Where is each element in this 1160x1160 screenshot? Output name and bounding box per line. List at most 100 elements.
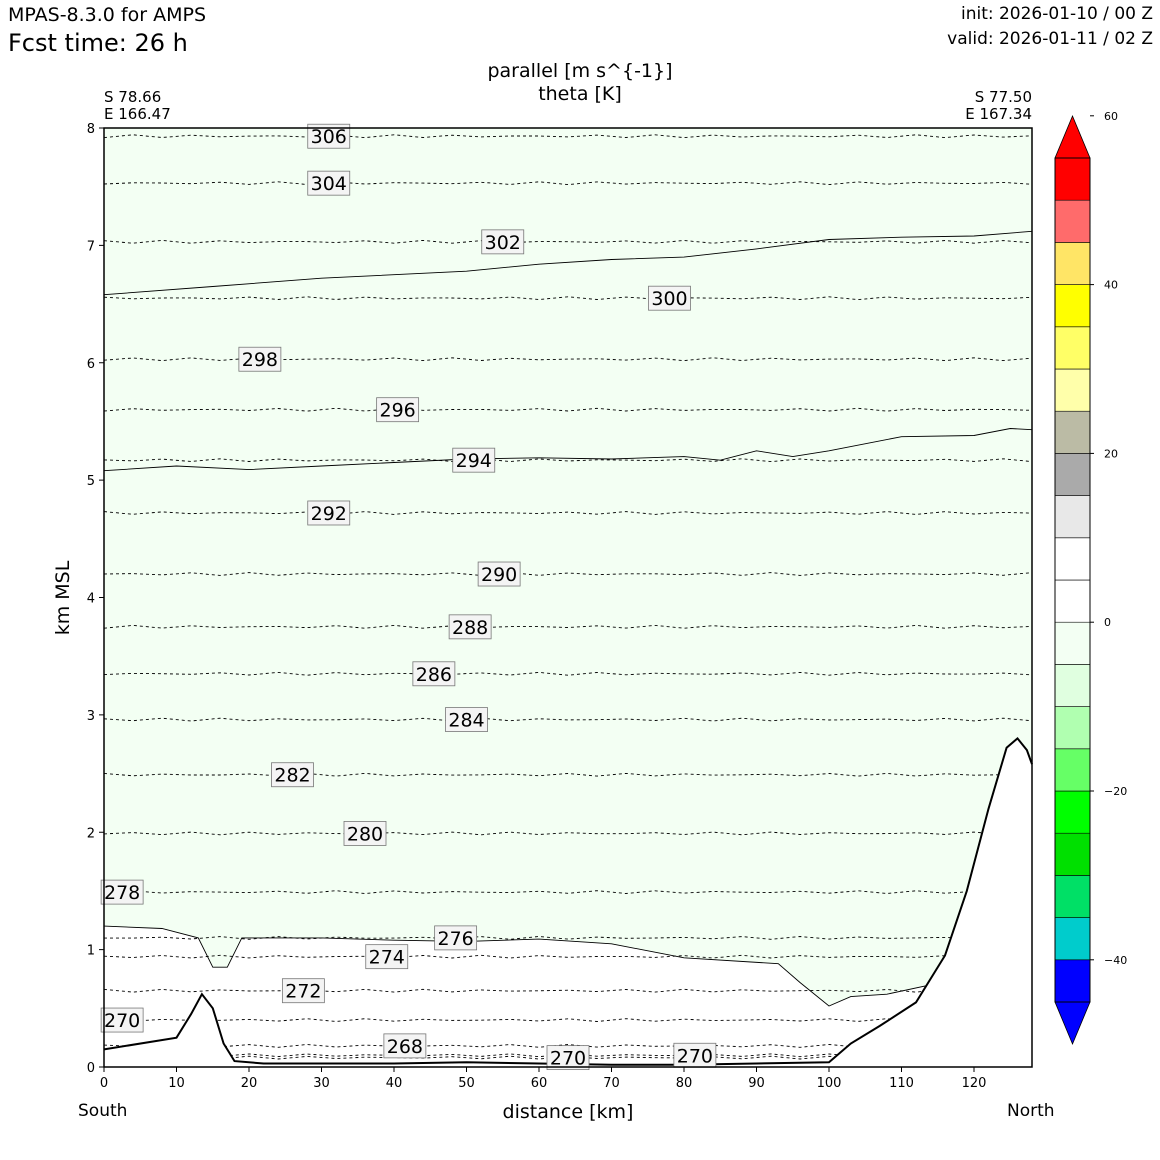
theta-label-box xyxy=(412,661,456,687)
theta-label-box xyxy=(307,170,351,196)
x-tick-label: 10 xyxy=(168,1076,185,1091)
theta-label-text: 302 xyxy=(485,232,521,254)
colorbar-segment xyxy=(1054,368,1091,412)
x-tick-label: 100 xyxy=(817,1076,842,1091)
theta-label: 272 xyxy=(281,978,325,1004)
x-tick-label: 50 xyxy=(458,1076,475,1091)
theta-label-text: 270 xyxy=(104,1010,140,1032)
theta-contour xyxy=(103,954,1033,959)
colorbar-segment xyxy=(1054,495,1091,539)
axes: 0 10 20 30 40 50 60 70 80 90 100 110 120 0 1 2 3 4 5 6 7 8 xyxy=(87,122,1033,1091)
theta-label: 304 xyxy=(307,170,351,196)
theta-label: 292 xyxy=(307,500,351,526)
theta-label-text: 280 xyxy=(347,823,383,845)
theta-contour xyxy=(103,890,1033,894)
theta-label-box xyxy=(343,821,387,846)
theta-label: 284 xyxy=(445,707,488,732)
y-tick-label: 4 xyxy=(87,592,95,607)
colorbar-segment xyxy=(1054,157,1091,201)
theta-label-text: 290 xyxy=(481,564,517,586)
end-longitude: E 167.34 xyxy=(965,105,1032,123)
topography xyxy=(103,736,1033,1067)
x-tick-label: 120 xyxy=(962,1076,987,1091)
direction-south: South xyxy=(78,1101,128,1121)
colorbar-tick-label: −20 xyxy=(1104,785,1127,798)
theta-contour xyxy=(104,936,1033,940)
colorbar-segment xyxy=(1054,579,1091,623)
theta-label-box xyxy=(452,447,496,473)
colorbar-max-extend xyxy=(1054,114,1091,159)
theta-label-box xyxy=(477,561,521,587)
theta-contour xyxy=(103,357,1033,362)
x-tick-label: 60 xyxy=(531,1076,548,1091)
theta-label-box xyxy=(281,978,325,1004)
theta-label-box xyxy=(445,707,488,732)
theta-contour xyxy=(103,239,1033,244)
y-tick-label: 5 xyxy=(87,474,95,489)
colorbar: −40 −20 0 20 40 60 xyxy=(1054,110,1127,1046)
theta-label-box xyxy=(100,1007,144,1033)
theta-label-text: 284 xyxy=(448,710,484,732)
init-time: init: 2026-01-10 / 00 Z xyxy=(960,4,1153,24)
theta-label: 290 xyxy=(477,561,521,587)
theta-contour xyxy=(103,988,1033,993)
colorbar-tick-label: 40 xyxy=(1104,279,1118,292)
colorbar-tick-label: 20 xyxy=(1104,447,1118,460)
theta-label-text: 270 xyxy=(677,1045,713,1067)
chart-title-wind: parallel [m s^{-1}] xyxy=(487,60,673,82)
theta-contour xyxy=(103,772,1033,777)
x-axis-label: distance [km] xyxy=(503,1101,634,1123)
theta-label-box xyxy=(100,879,144,905)
y-tick-label: 8 xyxy=(87,122,95,137)
theta-label-text: 298 xyxy=(242,349,278,371)
colorbar-segment xyxy=(1054,664,1091,707)
colorbar-tick-label: 0 xyxy=(1104,616,1111,629)
theta-contour xyxy=(103,511,1033,515)
theta-label: 288 xyxy=(448,614,492,640)
theta-label-box xyxy=(271,762,314,788)
theta-label-box xyxy=(434,925,478,951)
theta-label: 274 xyxy=(365,944,409,970)
colorbar-segment xyxy=(1054,917,1091,961)
y-axis-label: km MSL xyxy=(52,560,74,635)
theta-contour xyxy=(103,831,1033,836)
colorbar-segment xyxy=(1054,453,1091,496)
theta-label-text: 274 xyxy=(369,947,405,969)
x-tick-label: 30 xyxy=(313,1076,330,1091)
theta-label-text: 292 xyxy=(311,503,347,525)
x-tick-label: 0 xyxy=(100,1076,108,1091)
colorbar-frame xyxy=(1054,157,1091,1003)
x-tick-label: 40 xyxy=(386,1076,403,1091)
theta-contour xyxy=(103,671,1033,676)
colorbar-segment xyxy=(1054,326,1091,370)
y-tick-label: 0 xyxy=(87,1061,95,1076)
theta-label-text: 294 xyxy=(456,450,492,472)
theta-contour xyxy=(103,458,1033,463)
x-tick-label: 70 xyxy=(603,1076,620,1091)
theta-label: 270 xyxy=(546,1045,590,1071)
theta-contour xyxy=(103,134,1033,139)
theta-contour xyxy=(103,624,1033,629)
x-tick-label: 80 xyxy=(676,1076,693,1091)
theta-label-box xyxy=(307,500,351,526)
theta-contour xyxy=(103,407,1033,412)
theta-label-box xyxy=(481,229,525,255)
theta-label-text: 296 xyxy=(379,400,415,422)
colorbar-segment xyxy=(1054,832,1091,876)
speed-contour xyxy=(103,230,1033,296)
model-title: MPAS-8.3.0 for AMPS xyxy=(8,4,207,26)
theta-label-box xyxy=(546,1045,590,1071)
colorbar-segment xyxy=(1054,621,1091,665)
colorbar-segment xyxy=(1054,748,1091,792)
y-tick-label: 3 xyxy=(87,709,95,724)
theta-label-text: 300 xyxy=(651,288,687,310)
colorbar-segment xyxy=(1054,706,1091,750)
theta-contour xyxy=(103,1018,1033,1022)
y-tick-label: 1 xyxy=(87,944,95,959)
y-tick-label: 2 xyxy=(87,826,95,841)
colorbar-segment xyxy=(1054,875,1091,918)
colorbar-segment xyxy=(1054,790,1091,834)
theta-label-text: 282 xyxy=(274,765,310,787)
theta-label: 296 xyxy=(376,397,420,423)
